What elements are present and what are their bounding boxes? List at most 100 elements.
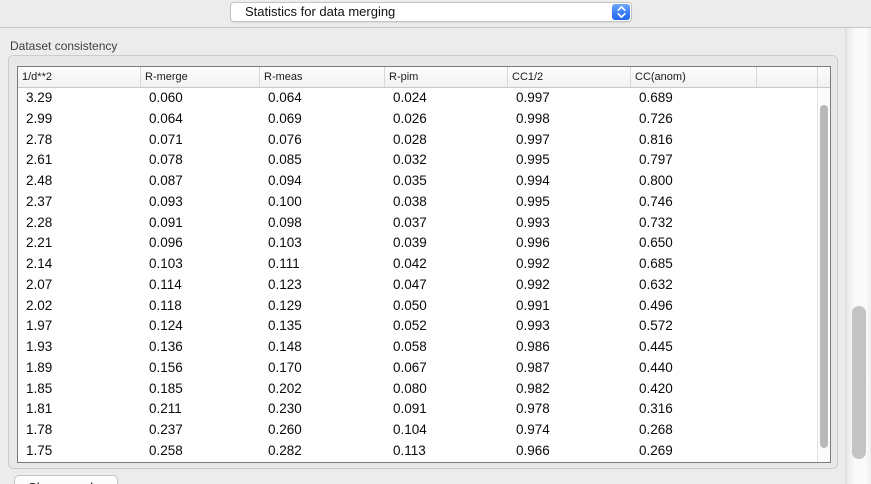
table-cell: 0.064 xyxy=(268,90,302,105)
column-header[interactable]: 1/d**2 xyxy=(18,67,141,87)
table-row[interactable]: 1.89 0.156 0.170 0.067 0.987 0.440 xyxy=(18,358,830,379)
table-row[interactable]: 1.93 0.136 0.148 0.058 0.986 0.445 xyxy=(18,337,830,358)
table-row[interactable]: 1.78 0.237 0.260 0.104 0.974 0.268 xyxy=(18,420,830,441)
table-cell: 0.978 xyxy=(516,401,550,417)
table-cell: 0.087 xyxy=(149,173,183,189)
table-cell: 0.037 xyxy=(393,214,427,230)
table-cell: 0.104 xyxy=(393,422,427,438)
table-row[interactable]: 2.99 0.064 0.069 0.026 0.998 0.726 xyxy=(18,109,830,130)
table-cell: 0.420 xyxy=(639,380,673,396)
table-cell: 0.100 xyxy=(268,193,302,209)
table-cell: 0.038 xyxy=(393,193,427,209)
table-cell: 0.998 xyxy=(516,110,550,126)
table-cell: 0.064 xyxy=(149,110,183,126)
table-cell: 0.269 xyxy=(639,443,673,459)
table-cell: 0.091 xyxy=(393,401,427,417)
table-cell: 0.114 xyxy=(149,276,182,292)
header-scroll-corner xyxy=(818,67,830,87)
table-cell: 1.89 xyxy=(26,359,53,375)
table-cell: 0.440 xyxy=(639,359,673,375)
table-cell: 0.058 xyxy=(393,339,427,355)
toolbar: Statistics for data merging xyxy=(0,0,871,28)
table-cell: 1.81 xyxy=(26,401,53,417)
table-cell: 0.732 xyxy=(639,214,673,230)
table-cell: 0.111 xyxy=(268,256,300,272)
table-cell: 0.997 xyxy=(516,131,550,147)
statistics-table: 1/d**2 R-merge R-meas R-pim CC1/2 CC(anom) 3.… xyxy=(17,66,831,463)
table-cell: 0.797 xyxy=(639,152,673,168)
table-cell: 0.993 xyxy=(516,318,550,334)
column-header[interactable]: CC1/2 xyxy=(508,67,631,87)
table-cell: 2.99 xyxy=(26,110,53,126)
table-cell: 0.136 xyxy=(149,339,183,355)
table-cell: 2.02 xyxy=(26,297,53,313)
table-cell: 1.85 xyxy=(26,380,53,396)
table-cell: 0.995 xyxy=(516,152,550,168)
table-row[interactable]: 1.81 0.211 0.230 0.091 0.978 0.316 xyxy=(18,399,830,420)
window-scrollbar-thumb[interactable] xyxy=(852,306,866,459)
column-header[interactable]: CC(anom) xyxy=(631,67,757,87)
table-cell: 0.986 xyxy=(516,339,550,355)
column-header[interactable]: R-merge xyxy=(141,67,260,87)
table-cell: 0.078 xyxy=(149,152,183,168)
table-cell: 0.170 xyxy=(268,359,302,375)
table-cell: 3.29 xyxy=(26,90,53,105)
table-row[interactable]: 2.02 0.118 0.129 0.050 0.991 0.496 xyxy=(18,296,830,317)
table-cell: 2.14 xyxy=(26,256,53,272)
table-cell: 0.156 xyxy=(149,359,183,375)
show-graphs-button[interactable]: Show graphs xyxy=(14,475,118,484)
table-row[interactable]: 2.48 0.087 0.094 0.035 0.994 0.800 xyxy=(18,171,830,192)
table-cell: 0.050 xyxy=(393,297,427,313)
table-cell: 1.97 xyxy=(26,318,53,334)
column-header-filler xyxy=(757,67,818,87)
table-cell: 2.21 xyxy=(26,235,53,251)
table-cell: 0.067 xyxy=(393,359,427,375)
table-cell: 0.974 xyxy=(516,422,550,438)
table-cell: 0.258 xyxy=(149,443,183,459)
table-cell: 0.113 xyxy=(393,443,426,459)
table-cell: 0.103 xyxy=(149,256,183,272)
table-row[interactable]: 3.29 0.060 0.064 0.024 0.997 0.689 xyxy=(18,88,830,109)
table-cell: 0.260 xyxy=(268,422,302,438)
table-cell: 0.093 xyxy=(149,193,183,209)
table-cell: 0.994 xyxy=(516,173,550,189)
column-header[interactable]: R-meas xyxy=(260,67,385,87)
table-row[interactable]: 1.75 0.258 0.282 0.113 0.966 0.269 xyxy=(18,441,830,462)
table-row[interactable]: 1.85 0.185 0.202 0.080 0.982 0.420 xyxy=(18,379,830,400)
statistics-mode-dropdown[interactable]: Statistics for data merging xyxy=(230,2,632,22)
table-cell: 0.026 xyxy=(393,110,427,126)
table-cell: 1.93 xyxy=(26,339,53,355)
table-scrollbar[interactable] xyxy=(817,88,830,462)
table-cell: 0.085 xyxy=(268,152,302,168)
table-cell: 0.098 xyxy=(268,214,302,230)
table-cell: 0.042 xyxy=(393,256,427,272)
table-row[interactable]: 1.97 0.124 0.135 0.052 0.993 0.572 xyxy=(18,316,830,337)
table-cell: 0.047 xyxy=(393,276,427,292)
table-cell: 2.37 xyxy=(26,193,53,209)
table-cell: 2.78 xyxy=(26,131,53,147)
table-row[interactable]: 2.78 0.071 0.076 0.028 0.997 0.816 xyxy=(18,130,830,151)
table-cell: 0.185 xyxy=(149,380,183,396)
table-cell: 0.993 xyxy=(516,214,550,230)
table-cell: 0.211 xyxy=(149,401,182,417)
dropdown-stepper-icon xyxy=(612,4,630,20)
table-row[interactable]: 2.37 0.093 0.100 0.038 0.995 0.746 xyxy=(18,192,830,213)
table-cell: 0.124 xyxy=(149,318,183,334)
table-cell: 0.316 xyxy=(639,401,673,417)
column-header[interactable]: R-pim xyxy=(385,67,508,87)
table-cell: 0.060 xyxy=(149,90,183,105)
table-row[interactable]: 2.61 0.078 0.085 0.032 0.995 0.797 xyxy=(18,150,830,171)
table-cell: 0.496 xyxy=(639,297,673,313)
table-row[interactable]: 2.28 0.091 0.098 0.037 0.993 0.732 xyxy=(18,213,830,234)
table-row[interactable]: 2.21 0.096 0.103 0.039 0.996 0.650 xyxy=(18,233,830,254)
table-row[interactable]: 2.14 0.103 0.111 0.042 0.992 0.685 xyxy=(18,254,830,275)
table-cell: 0.816 xyxy=(639,131,673,147)
table-row[interactable]: 2.07 0.114 0.123 0.047 0.992 0.632 xyxy=(18,275,830,296)
window-scrollbar[interactable] xyxy=(845,28,871,484)
table-cell: 2.28 xyxy=(26,214,53,230)
table-cell: 0.632 xyxy=(639,276,673,292)
table-cell: 1.75 xyxy=(26,443,53,459)
table-cell: 0.091 xyxy=(149,214,183,230)
table-scrollbar-thumb[interactable] xyxy=(820,105,828,448)
table-cell: 0.689 xyxy=(639,90,673,105)
